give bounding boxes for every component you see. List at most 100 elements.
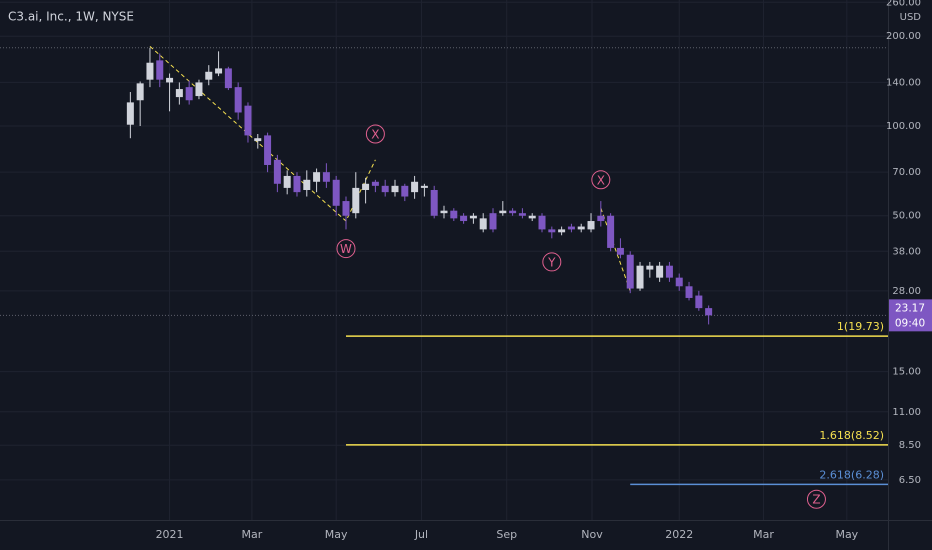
candle-body: [548, 229, 556, 233]
candle-body: [518, 213, 526, 216]
candle-body: [126, 102, 134, 125]
y-tick-label: 200.00: [886, 31, 921, 42]
x-tick-label: May: [325, 528, 348, 541]
candle-body: [175, 89, 183, 98]
candle-body: [264, 135, 272, 165]
x-tick-label: Mar: [753, 528, 774, 541]
candle-body: [371, 181, 379, 186]
fib-label: 2.618(6.28): [819, 468, 884, 481]
x-tick-label: 2021: [156, 528, 184, 541]
candle-body: [303, 179, 311, 191]
candle-body: [587, 221, 595, 230]
wave-label: W: [340, 242, 352, 256]
candle-body: [185, 87, 193, 101]
chart-title: C3.ai, Inc., 1W, NYSE: [8, 10, 134, 24]
candle-body: [215, 68, 223, 74]
candle-body: [695, 295, 703, 309]
x-tick-label: Sep: [496, 528, 517, 541]
y-tick-label: 28.00: [892, 286, 921, 297]
candle-body: [509, 210, 517, 214]
wave-circle: [336, 239, 356, 259]
candle-body: [616, 247, 624, 255]
candle-body: [450, 210, 458, 219]
candle-body: [460, 215, 468, 222]
candle-body: [401, 185, 409, 197]
candle-body: [607, 215, 615, 248]
candle-body: [636, 265, 644, 289]
candle-body: [352, 187, 360, 214]
candle-body: [254, 138, 262, 142]
candle-body: [234, 87, 242, 113]
candle-body: [146, 62, 154, 80]
wave-label: X: [597, 173, 605, 187]
wave-label: Y: [547, 255, 556, 269]
candle-body: [430, 190, 438, 216]
x-tick-label: Nov: [581, 528, 603, 541]
y-tick-label: 100.00: [886, 121, 921, 132]
candle-body: [411, 181, 419, 193]
countdown-label: 09:40: [895, 317, 925, 329]
y-tick-label: 15.00: [892, 367, 921, 378]
candle-body: [195, 82, 203, 97]
candle-body: [273, 159, 281, 184]
candle-body: [675, 277, 683, 287]
wave-label: X: [371, 128, 379, 142]
candle-body: [665, 265, 673, 278]
candle-body: [156, 60, 164, 80]
candle-body: [391, 185, 399, 193]
candle-body: [538, 215, 546, 230]
candle-body: [381, 185, 389, 193]
fib-label: 1.618(8.52): [819, 429, 884, 442]
y-tick-label: 260.00: [886, 0, 921, 8]
candle-body: [283, 175, 291, 188]
y-tick-label: 6.50: [899, 475, 921, 486]
last-price-label: 23.17: [895, 302, 925, 314]
candle-body: [322, 172, 330, 182]
candle-body: [205, 71, 213, 80]
candle-body: [293, 175, 301, 193]
candle-body: [313, 172, 321, 182]
currency-label: USD: [900, 12, 922, 23]
candle-body: [626, 254, 634, 289]
candle-body: [656, 265, 664, 278]
candle-body: [479, 218, 487, 230]
y-tick-label: 140.00: [886, 77, 921, 88]
candle-body: [646, 265, 654, 270]
candle-body: [558, 229, 566, 233]
candle-body: [567, 226, 575, 230]
y-tick-label: 11.00: [892, 407, 921, 418]
candle-body: [362, 183, 370, 191]
wave-line: [600, 208, 631, 291]
y-tick-label: 70.00: [892, 167, 921, 178]
candle-body: [685, 286, 693, 298]
candle-body: [597, 215, 605, 222]
candle-body: [342, 201, 350, 216]
last-price-tag: [889, 299, 932, 332]
candle-body: [577, 226, 585, 230]
candle-body: [136, 83, 144, 101]
candle-body: [528, 215, 536, 219]
x-tick-label: Jul: [414, 528, 428, 541]
wave-circle: [591, 170, 611, 190]
candle-body: [420, 185, 428, 188]
candle-body: [440, 210, 448, 214]
candle-body: [489, 213, 497, 230]
y-tick-label: 50.00: [892, 211, 921, 222]
wave-circle: [365, 124, 385, 144]
wave-label: Z: [812, 493, 820, 507]
candle-body: [224, 68, 232, 89]
candle-body: [469, 215, 477, 219]
wave-circle: [806, 489, 826, 509]
candle-body: [705, 308, 713, 316]
x-tick-label: 2022: [665, 528, 693, 541]
y-tick-label: 8.50: [899, 440, 921, 451]
x-tick-label: Mar: [242, 528, 263, 541]
y-tick-label: 38.00: [892, 246, 921, 257]
candle-body: [499, 210, 507, 214]
candle-body: [332, 179, 340, 206]
x-tick-label: May: [835, 528, 858, 541]
wave-circle: [542, 252, 562, 272]
candle-body: [166, 77, 174, 83]
